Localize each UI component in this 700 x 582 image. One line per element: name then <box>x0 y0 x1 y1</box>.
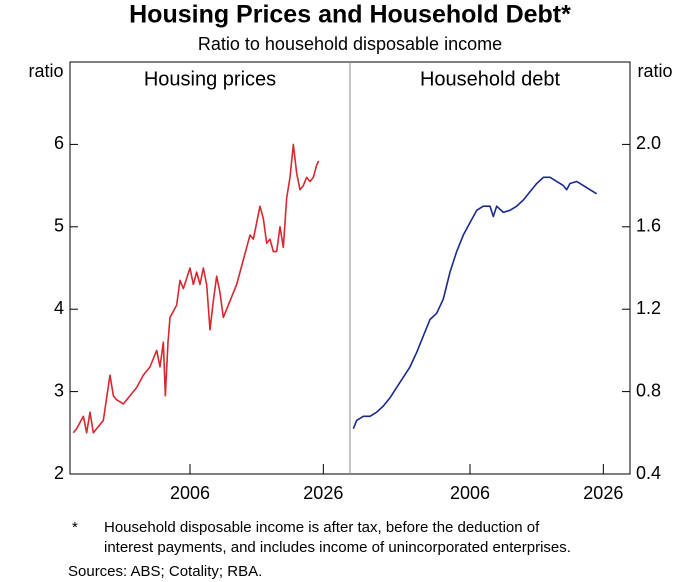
y-tick-label: 0.8 <box>636 380 661 400</box>
x-tick-label: 2006 <box>170 483 210 503</box>
x-tick-label: 2026 <box>583 483 623 503</box>
y-axis-label: ratio <box>637 61 672 81</box>
y-tick-label: 2 <box>54 463 64 483</box>
footnote-text: interest payments, and includes income o… <box>104 539 571 556</box>
x-tick-label: 2006 <box>450 483 490 503</box>
y-tick-label: 3 <box>54 380 64 400</box>
y-tick-label: 1.6 <box>636 216 661 236</box>
data-line <box>352 176 598 429</box>
footnote-marker: * <box>72 519 78 536</box>
panel-title: Household debt <box>420 68 561 90</box>
y-tick-label: 6 <box>54 133 64 153</box>
y-axis-label: ratio <box>28 61 63 81</box>
x-tick-label: 2026 <box>303 483 343 503</box>
chart-subtitle: Ratio to household disposable income <box>198 34 502 54</box>
chart-title: Housing Prices and Household Debt* <box>129 1 571 29</box>
sources: Sources: ABS; Cotality; RBA. <box>68 563 262 580</box>
y-tick-label: 2.0 <box>636 133 661 153</box>
y-tick-label: 1.2 <box>636 298 661 318</box>
footnote-text: Household disposable income is after tax… <box>104 519 540 536</box>
y-tick-label: 5 <box>54 216 64 236</box>
y-tick-label: 0.4 <box>636 463 661 483</box>
data-line <box>72 143 320 434</box>
panel-title: Housing prices <box>144 68 276 90</box>
y-tick-label: 4 <box>54 298 64 318</box>
